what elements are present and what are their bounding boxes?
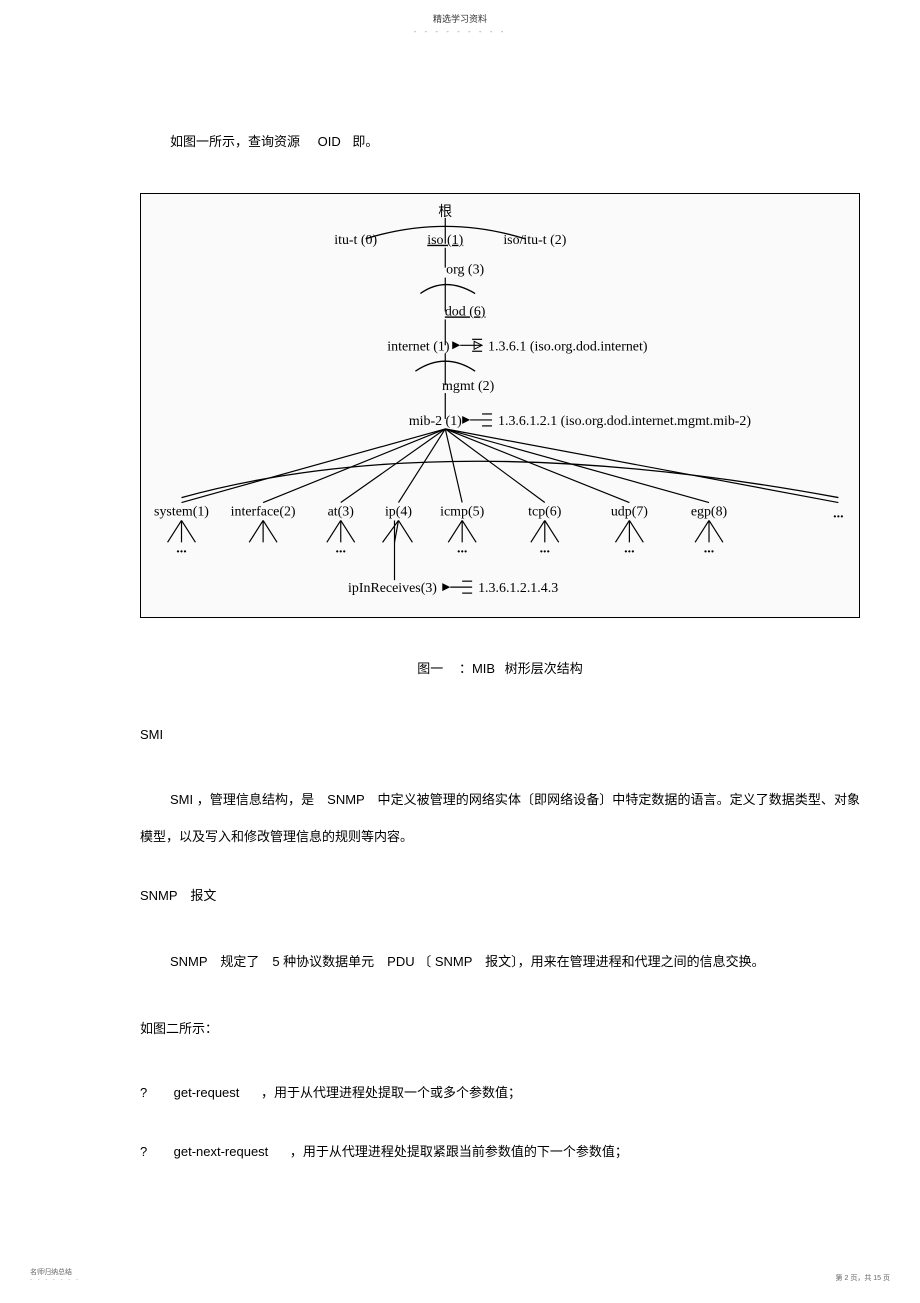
arc-mib2-fan	[182, 462, 839, 498]
node-tcp: tcp(6)	[528, 505, 562, 520]
smi-para: SMI ，管理信息结构，是 SNMP 中定义被管理的网络实体〔即网络设备〕中特定…	[140, 782, 860, 855]
as-shown: 如图二所示：	[140, 1011, 860, 1047]
content-area: 如图一所示，查询资源 OID 即。 根 itu-t (0) iso (1) is…	[140, 130, 860, 1200]
node-iso-itu-t: iso/itu-t (2)	[503, 233, 566, 248]
node-ip: ip(4)	[385, 505, 412, 520]
node-internet: internet (1)	[387, 340, 450, 355]
bullet-2-term: get-next-request	[174, 1144, 269, 1159]
footer-left-dots: - - - - - - -	[30, 1277, 80, 1283]
ipinreceives-oid: 1.3.6.1.2.1.4.3	[478, 582, 558, 597]
node-ipinreceives: ipInReceives(3)	[348, 582, 437, 597]
node-interface: interface(2)	[231, 505, 296, 520]
leaf-fans: ... ... ... ... ... ...	[168, 521, 723, 557]
intro-line: 如图一所示，查询资源 OID 即。	[170, 130, 860, 153]
intro-prefix: 如图一所示，查询资源	[170, 134, 300, 149]
footer-left: 名师归纳总结 - - - - - - -	[30, 1267, 80, 1283]
mib2-oid: 1.3.6.1.2.1 (iso.org.dod.internet.mgmt.m…	[498, 414, 751, 429]
node-mgmt: mgmt (2)	[442, 379, 495, 394]
svg-text:...: ...	[540, 542, 550, 557]
node-udp: udp(7)	[611, 505, 648, 520]
arrow-left-internet	[452, 342, 460, 350]
svg-text:...: ...	[336, 542, 346, 557]
node-at: at(3)	[328, 505, 355, 520]
snmp-msg-heading: SNMP 报文	[140, 885, 860, 904]
svg-text:...: ...	[704, 542, 714, 557]
header-title: 精选学习资料	[0, 12, 920, 25]
caption-prefix: 图一	[417, 661, 443, 676]
node-dod: dod (6)	[445, 305, 486, 320]
internet-oid: 1.3.6.1 (iso.org.dod.internet)	[488, 340, 648, 355]
intro-oid: OID	[318, 134, 341, 149]
node-dots: ...	[833, 507, 843, 522]
bullet-2-desc: ，用于从代理进程处提取紧跟当前参数值的下一个参数值；	[290, 1144, 628, 1159]
footer-right: 第 2 页，共 15 页	[836, 1273, 890, 1283]
svg-text:...: ...	[176, 542, 186, 557]
caption-suffix: 树形层次结构	[505, 661, 583, 676]
svg-text:...: ...	[624, 542, 634, 557]
figure-caption: 图一 ：MIB 树形层次结构	[140, 658, 860, 677]
caption-mib: ：MIB	[459, 661, 495, 676]
bullet-1-term: get-request	[174, 1085, 240, 1100]
node-root: 根	[438, 204, 452, 220]
bullet-1-desc: ，用于从代理进程处提取一个或多个参数值；	[261, 1085, 521, 1100]
arrow-left-mib2	[462, 416, 470, 424]
page-header: 精选学习资料 - - - - - - - - -	[0, 12, 920, 36]
node-mib2: mib-2 (1)	[409, 414, 462, 429]
footer-left-text: 名师归纳总结	[30, 1267, 80, 1277]
bullet-1-q: ?	[140, 1085, 170, 1100]
header-dots: - - - - - - - - -	[0, 27, 920, 36]
bullet-2: ? get-next-request ，用于从代理进程处提取紧跟当前参数值的下一…	[140, 1141, 860, 1160]
arc-org	[420, 285, 475, 294]
node-org: org (3)	[446, 263, 484, 278]
node-itu-t: itu-t (0)	[334, 233, 377, 248]
svg-text:...: ...	[457, 542, 467, 557]
bullet-2-q: ?	[140, 1144, 170, 1159]
node-system: system(1)	[154, 505, 209, 520]
bullet-1: ? get-request ，用于从代理进程处提取一个或多个参数值；	[140, 1082, 860, 1101]
node-iso: iso (1)	[427, 233, 463, 248]
snmp-msg-para: SNMP 规定了 5 种协议数据单元 PDU 〔 SNMP 报文〕，用来在管理进…	[140, 944, 860, 980]
mib-tree-diagram: 根 itu-t (0) iso (1) iso/itu-t (2) org (3…	[140, 193, 860, 618]
node-icmp: icmp(5)	[440, 505, 484, 520]
node-egp: egp(8)	[691, 505, 728, 520]
smi-heading: SMI	[140, 727, 860, 742]
intro-suffix: 即。	[352, 134, 378, 149]
